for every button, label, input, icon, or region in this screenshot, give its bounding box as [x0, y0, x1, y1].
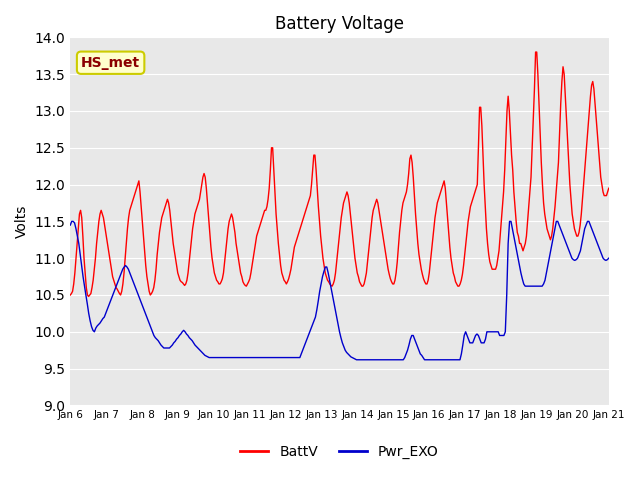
Y-axis label: Volts: Volts: [15, 204, 29, 238]
Text: HS_met: HS_met: [81, 56, 140, 70]
Legend: BattV, Pwr_EXO: BattV, Pwr_EXO: [235, 440, 444, 465]
Title: Battery Voltage: Battery Voltage: [275, 15, 404, 33]
